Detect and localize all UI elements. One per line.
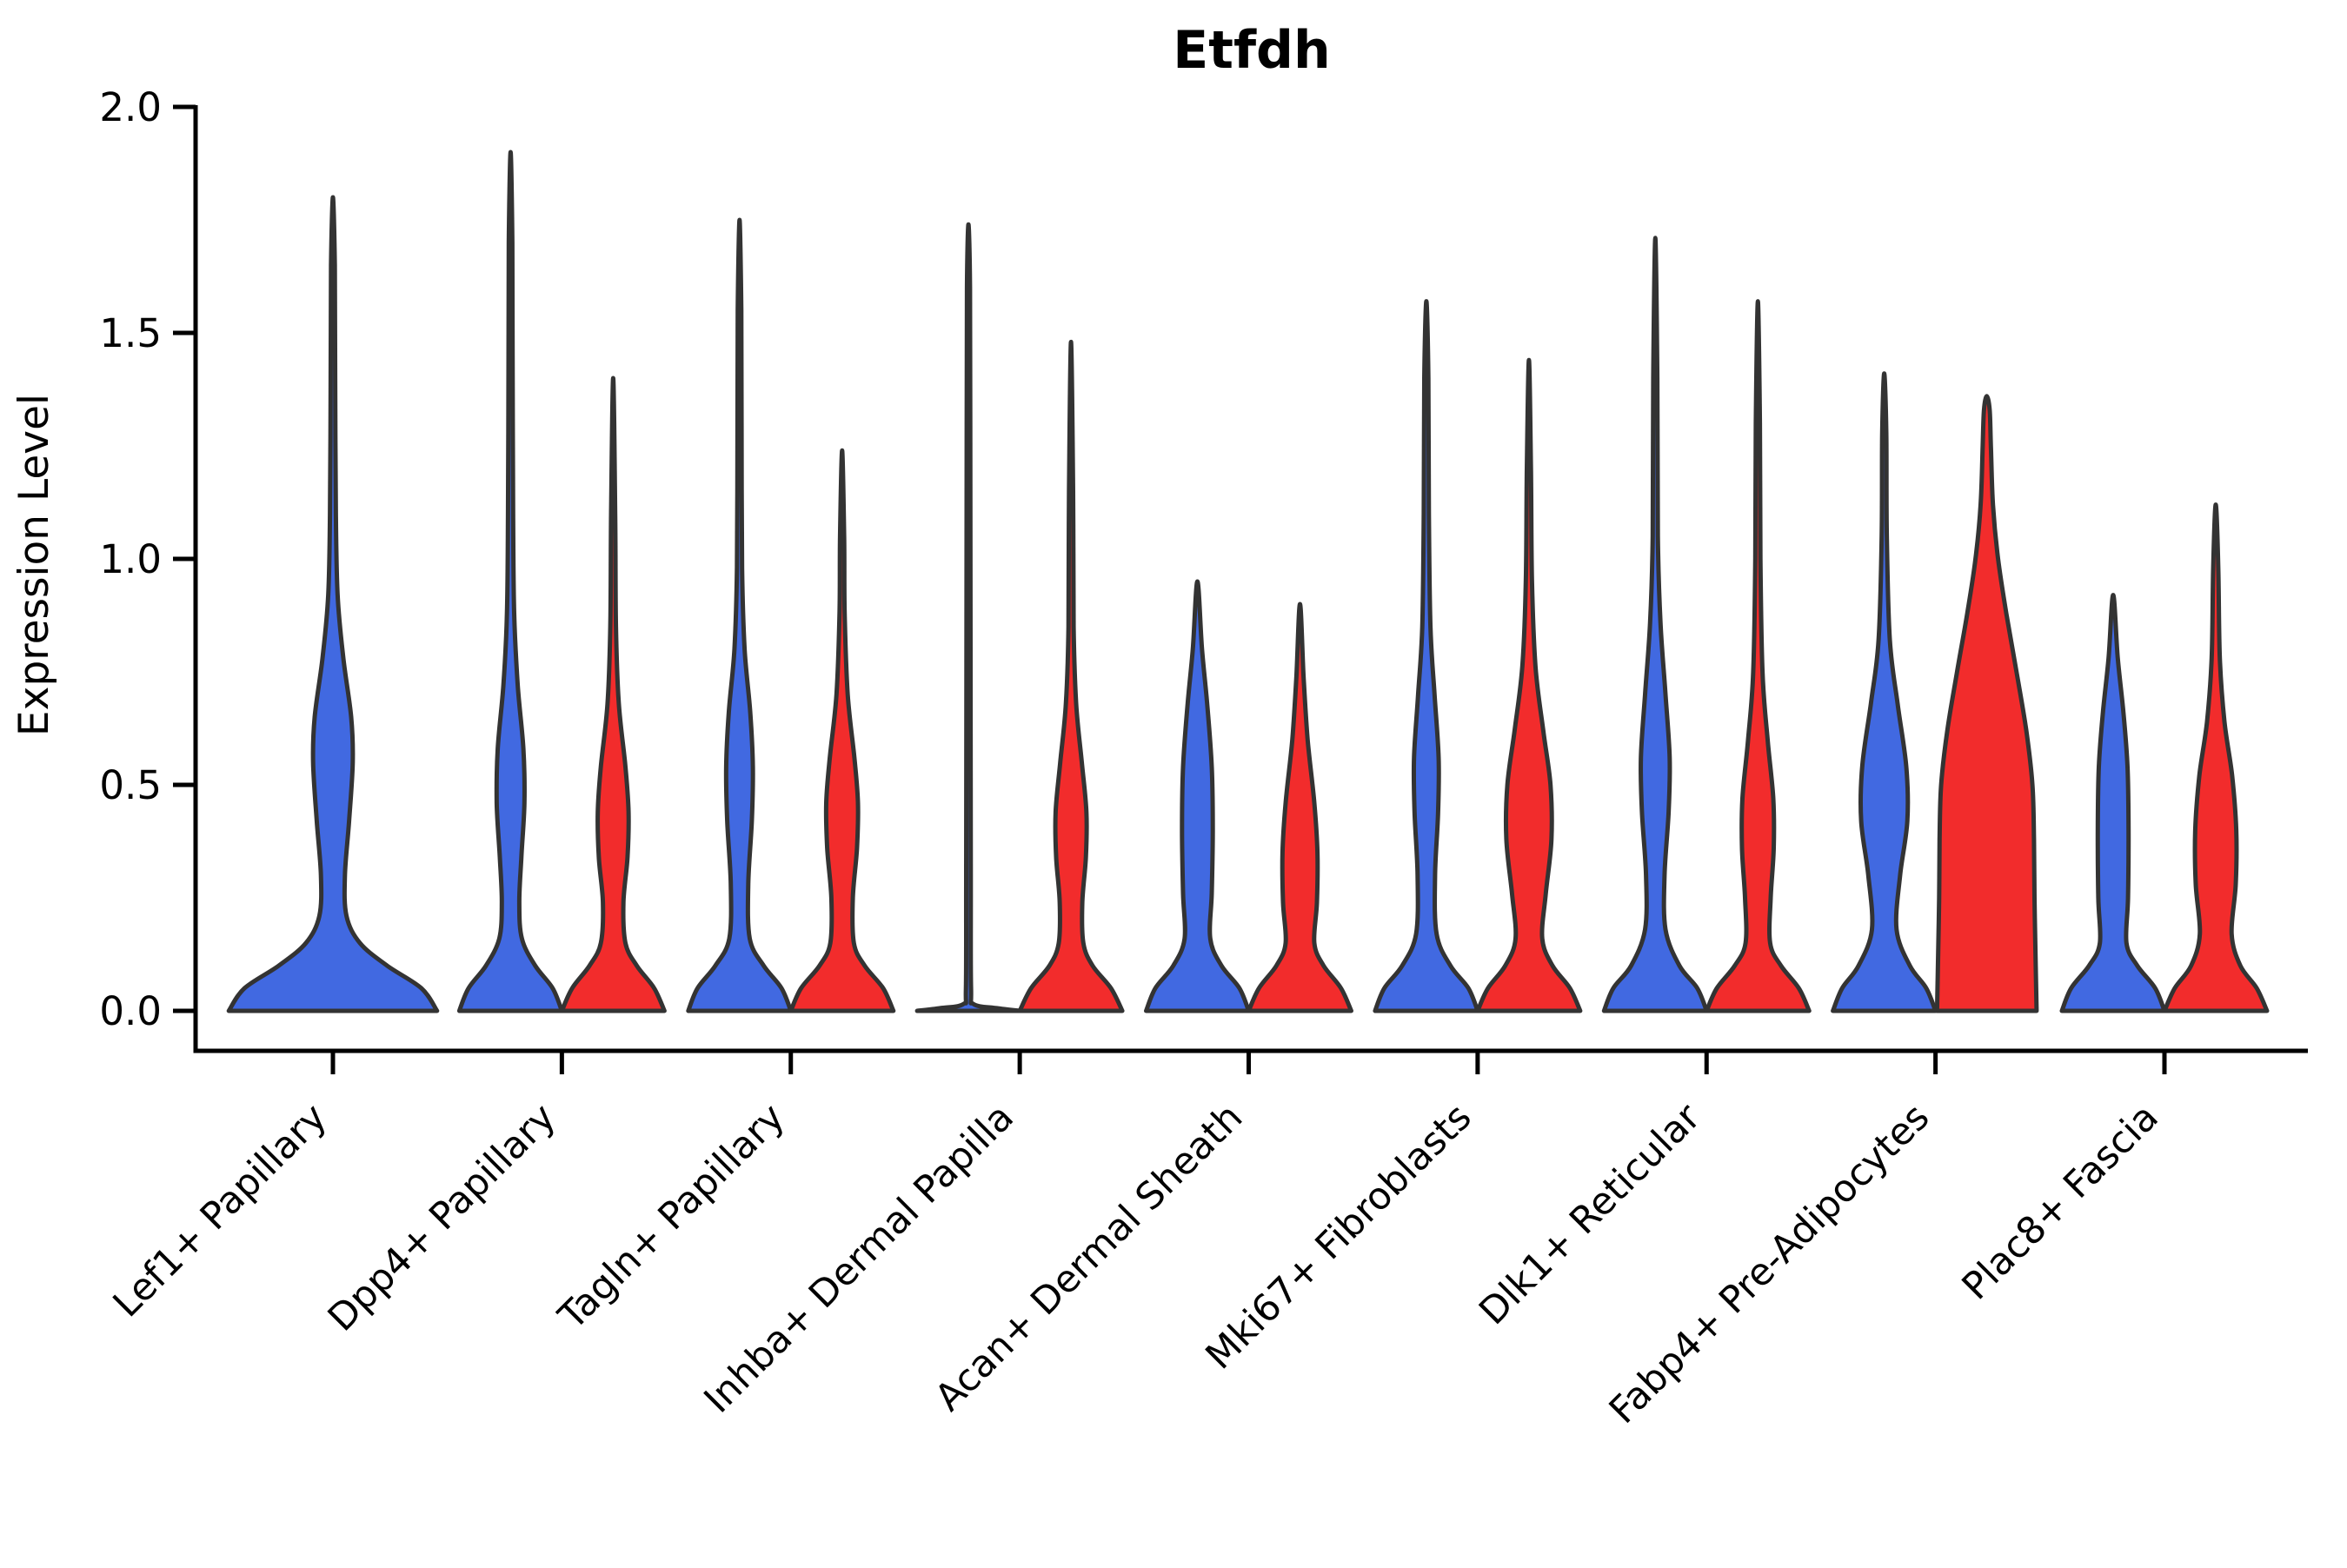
violin-lef1-papillary-blue <box>226 195 440 1013</box>
x-tick-label-dlk1-reticular: Dlk1+ Reticular <box>1471 1095 1709 1333</box>
violin-tagln-papillary-blue <box>686 217 794 1013</box>
y-tick-label-0.0: 0.0 <box>99 988 162 1034</box>
y-axis-label: Expression Level <box>10 394 58 736</box>
violin-acan-dermal-sheath-red <box>1247 601 1353 1013</box>
chart-title: Etfdh <box>1173 20 1330 81</box>
violin-tagln-papillary-red <box>788 448 896 1013</box>
x-tick-label-tagln-papillary: Tagln+ Papillary <box>550 1095 794 1339</box>
x-tick-label-mki67-fibroblasts: Mki67+ Fibroblasts <box>1198 1095 1480 1378</box>
violin-acan-dermal-sheath-blue <box>1144 579 1251 1013</box>
violin-dlk1-reticular-red <box>1704 299 1812 1013</box>
x-tick-label-lef1-papillary: Lef1+ Papillary <box>105 1095 336 1325</box>
y-tick-label-2.0: 2.0 <box>99 84 162 130</box>
violin-dpp4-papillary-red <box>559 375 667 1013</box>
violin-fabp4-pre-adipocytes-blue <box>1831 371 1938 1013</box>
violin-plac8-fascia-blue <box>2059 593 2167 1013</box>
violin-dpp4-papillary-blue <box>456 149 564 1013</box>
violin-mki67-fibroblasts-red <box>1475 357 1583 1013</box>
y-tick-label-1.0: 1.0 <box>99 536 162 582</box>
y-tick-label-1.5: 1.5 <box>99 310 162 356</box>
violin-mki67-fibroblasts-blue <box>1373 299 1480 1013</box>
violin-fabp4-pre-adipocytes-red <box>1934 394 2039 1013</box>
violin-inhba-dermal-papilla-red <box>1017 339 1125 1013</box>
x-tick-label-dpp4-papillary: Dpp4+ Papillary <box>320 1095 564 1339</box>
violin-inhba-dermal-papilla-blue <box>914 222 1022 1013</box>
violin-plac8-fascia-red <box>2162 502 2270 1013</box>
x-tick-label-plac8-fascia: Plac8+ Fascia <box>1954 1095 2167 1308</box>
violins-group <box>226 149 2270 1013</box>
violin-dlk1-reticular-blue <box>1601 236 1709 1013</box>
y-tick-label-0.5: 0.5 <box>99 762 162 808</box>
